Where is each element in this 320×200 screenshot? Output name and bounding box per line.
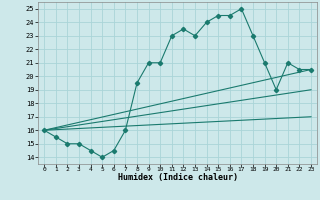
X-axis label: Humidex (Indice chaleur): Humidex (Indice chaleur) [118,173,238,182]
